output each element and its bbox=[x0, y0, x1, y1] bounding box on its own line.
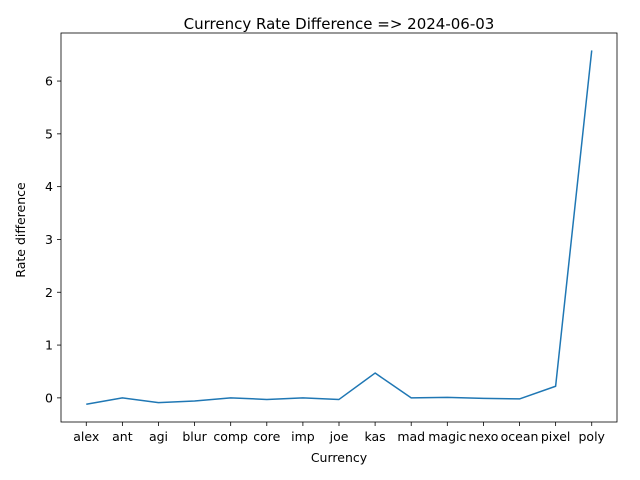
chart-title: Currency Rate Difference => 2024-06-03 bbox=[184, 15, 495, 33]
x-tick-label: ant bbox=[112, 429, 133, 444]
x-tick-label: imp bbox=[291, 429, 315, 444]
x-tick-label: blur bbox=[182, 429, 207, 444]
x-tick-label: poly bbox=[579, 429, 606, 444]
plot-area: alex ant agi blur comp core imp joe kas mad magic n… bbox=[45, 32, 618, 444]
x-axis-label: Currency bbox=[311, 450, 368, 465]
x-tick-label: magic bbox=[428, 429, 466, 444]
y-tick-label: 6 bbox=[45, 74, 53, 89]
x-tick-label: joe bbox=[329, 429, 349, 444]
y-axis-label: Rate difference bbox=[13, 182, 28, 278]
y-tick-label: 3 bbox=[45, 232, 53, 247]
y-tick-label: 2 bbox=[45, 285, 53, 300]
x-tick-label: nexo bbox=[468, 429, 498, 444]
x-tick-label: kas bbox=[365, 429, 386, 444]
y-tick-label: 1 bbox=[45, 338, 53, 353]
x-tick-label: mad bbox=[397, 429, 425, 444]
x-tick-label: comp bbox=[213, 429, 248, 444]
x-tick-label: alex bbox=[73, 429, 99, 444]
x-tick-label: pixel bbox=[541, 429, 571, 444]
x-tick-label: ocean bbox=[501, 429, 539, 444]
y-tick-label: 5 bbox=[45, 126, 53, 141]
y-tick-label: 4 bbox=[45, 179, 53, 194]
y-tick-label: 0 bbox=[45, 390, 53, 405]
x-tick-label: core bbox=[253, 429, 280, 444]
series-line bbox=[86, 50, 593, 405]
x-tick-label: agi bbox=[149, 429, 168, 444]
